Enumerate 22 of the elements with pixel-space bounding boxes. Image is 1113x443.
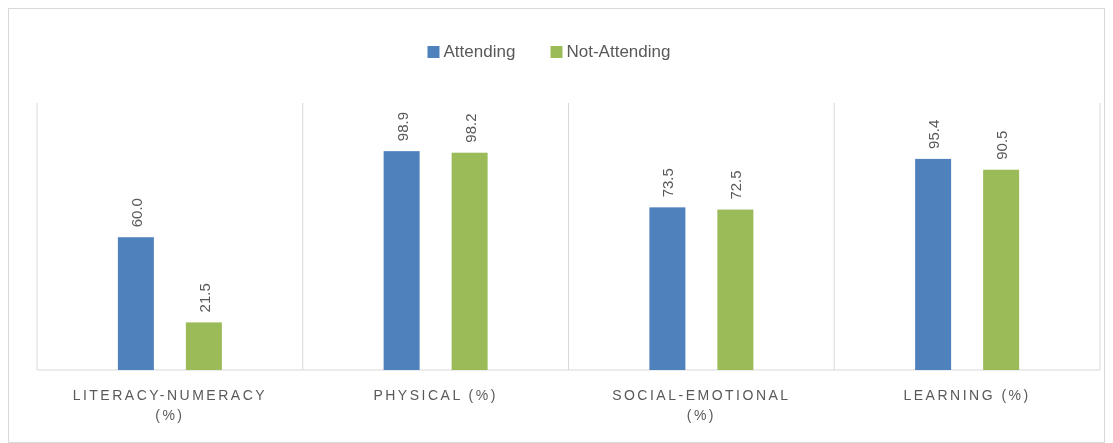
x-tick-label: PHYSICAL (%) [373, 387, 498, 403]
x-tick-label: SOCIAL-EMOTIONAL (%) [612, 387, 791, 423]
bar [185, 322, 222, 370]
x-tick-label: LEARNING (%) [903, 387, 1031, 403]
data-label: 73.5 [659, 168, 677, 198]
data-label: 21.5 [195, 283, 213, 313]
bar [451, 152, 488, 370]
data-label: 98.2 [461, 113, 479, 143]
bar [383, 151, 420, 370]
bar [983, 169, 1020, 370]
bar [117, 237, 154, 370]
legend-label: Attending [443, 42, 516, 61]
data-label: 98.9 [393, 111, 411, 142]
data-label: 90.5 [993, 130, 1011, 160]
data-label: 60.0 [127, 198, 145, 228]
bar [649, 207, 686, 370]
data-label: 95.4 [925, 119, 943, 149]
bar [717, 209, 754, 370]
legend-label: Not-Attending [566, 42, 671, 61]
x-tick-label: LITERACY-NUMERACY (%) [72, 387, 268, 423]
bar [915, 158, 952, 370]
data-label: 72.5 [727, 170, 745, 200]
